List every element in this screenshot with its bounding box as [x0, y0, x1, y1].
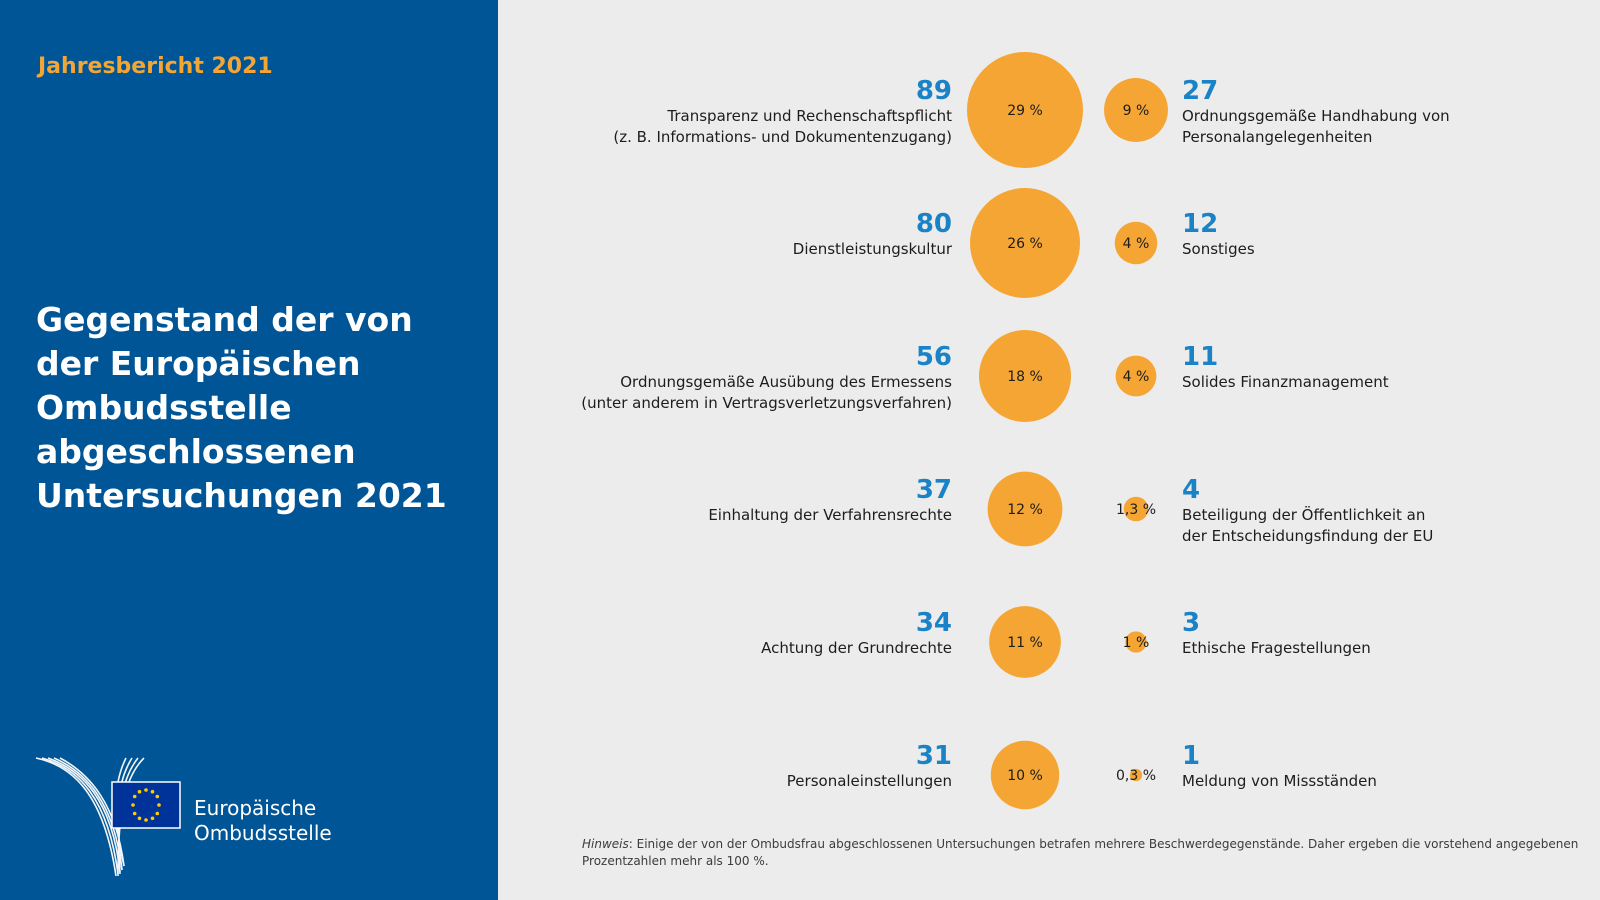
bubble-percent-label: 4 %	[1123, 369, 1150, 385]
category-count: 80	[915, 209, 952, 239]
category-item: 1 Meldung von Missständen	[1182, 741, 1600, 792]
category-label: Ordnungsgemäße Ausübung des Ermessens (u…	[581, 373, 952, 412]
category-label: Einhaltung der Verfahrensrechte	[708, 506, 952, 524]
bubble-left-2	[978, 329, 1072, 423]
bubble-right-3	[1123, 496, 1149, 522]
category-count: 31	[915, 741, 952, 771]
category-label: Dienstleistungskultur	[792, 240, 952, 258]
chart-panel: 29 % 26 % 18 % 12 % 11 % 10 % 9 % 4 % 4 % 1,3 % 1 …	[498, 0, 1600, 900]
category-label: Ordnungsgemäße Handhabung von Personalan…	[1182, 107, 1450, 146]
bubble-percent-label: 26 %	[1007, 236, 1043, 252]
category-count: 11	[1182, 342, 1219, 372]
logo-line-2: Ombudsstelle	[194, 821, 332, 845]
bubble-percent-label: 4 %	[1123, 236, 1150, 252]
footnote-text: : Einige der von der Ombudsfrau abgeschl…	[582, 837, 1579, 868]
footnote: Hinweis: Einige der von der Ombudsfrau a…	[582, 836, 1582, 870]
category-count: 1	[1182, 741, 1201, 771]
bubble-right-1	[1114, 221, 1158, 265]
category-label: Beteiligung der Öffentlichkeit an der En…	[1182, 506, 1434, 545]
category-item: 11 Solides Finanzmanagement	[1182, 342, 1600, 393]
category-count: 3	[1182, 608, 1201, 638]
bubble-percent-label: 11 %	[1007, 635, 1043, 651]
category-label: Solides Finanzmanagement	[1182, 373, 1389, 391]
category-label: Meldung von Missständen	[1182, 772, 1377, 790]
logo-text: Europäische Ombudsstelle	[194, 796, 332, 846]
bubble-percent-label: 1,3 %	[1116, 502, 1156, 518]
category-count: 34	[915, 608, 952, 638]
bubble-left-5	[990, 740, 1060, 810]
category-item: 37 Einhaltung der Verfahrensrechte	[532, 475, 952, 526]
category-count: 37	[915, 475, 952, 505]
bubble-right-4	[1125, 631, 1147, 653]
category-item: 56 Ordnungsgemäße Ausübung des Ermessens …	[532, 342, 952, 414]
category-item: 27 Ordnungsgemäße Handhabung von Personal…	[1182, 76, 1600, 148]
category-item: 3 Ethische Fragestellungen	[1182, 608, 1600, 659]
category-item: 31 Personaleinstellungen	[532, 741, 952, 792]
bubble-right-2	[1115, 355, 1157, 397]
category-label: Sonstiges	[1182, 240, 1255, 258]
footnote-prefix: Hinweis	[582, 837, 629, 851]
bubble-percent-label: 10 %	[1007, 768, 1043, 784]
ombudsman-logo-icon	[35, 757, 181, 877]
logo-line-1: Europäische	[194, 796, 317, 820]
bubble-right-5	[1129, 768, 1143, 782]
report-year: Jahresbericht 2021	[38, 54, 273, 79]
category-item: 89 Transparenz und Rechenschaftspflicht (…	[532, 76, 952, 148]
category-count: 12	[1182, 209, 1219, 239]
bubble-left-1	[970, 188, 1080, 298]
category-count: 56	[915, 342, 952, 372]
bubble-left-0	[967, 52, 1083, 168]
category-label: Achtung der Grundrechte	[761, 639, 952, 657]
bubble-left-3	[987, 471, 1063, 547]
category-item: 4 Beteiligung der Öffentlichkeit an der E…	[1182, 475, 1600, 547]
bubble-left-4	[989, 606, 1061, 678]
bubble-percent-label: 29 %	[1007, 103, 1043, 119]
bubble-right-0	[1104, 78, 1168, 142]
category-item: 80 Dienstleistungskultur	[532, 209, 952, 260]
category-label: Personaleinstellungen	[786, 772, 952, 790]
category-label: Ethische Fragestellungen	[1182, 639, 1371, 657]
category-count: 27	[1182, 76, 1219, 106]
bubble-chart: 29 % 26 % 18 % 12 % 11 % 10 % 9 % 4 % 4 % 1,3 % 1 …	[967, 52, 1168, 810]
bubble-percent-label: 0,3 %	[1116, 768, 1156, 784]
category-item: 34 Achtung der Grundrechte	[532, 608, 952, 659]
bubble-percent-label: 12 %	[1007, 502, 1043, 518]
category-count: 4	[1182, 475, 1201, 505]
bubble-percent-label: 1 %	[1123, 635, 1150, 651]
left-panel: Jahresbericht 2021 Gegenstand der von de…	[0, 0, 498, 900]
bubble-percent-label: 9 %	[1123, 103, 1150, 119]
bubble-percent-label: 18 %	[1007, 369, 1043, 385]
page-title: Gegenstand der von der Europäischen Ombu…	[36, 300, 447, 515]
category-item: 12 Sonstiges	[1182, 209, 1600, 260]
category-count: 89	[915, 76, 952, 106]
category-label: Transparenz und Rechenschaftspflicht (z.…	[613, 107, 952, 146]
eu-stars	[131, 788, 161, 822]
